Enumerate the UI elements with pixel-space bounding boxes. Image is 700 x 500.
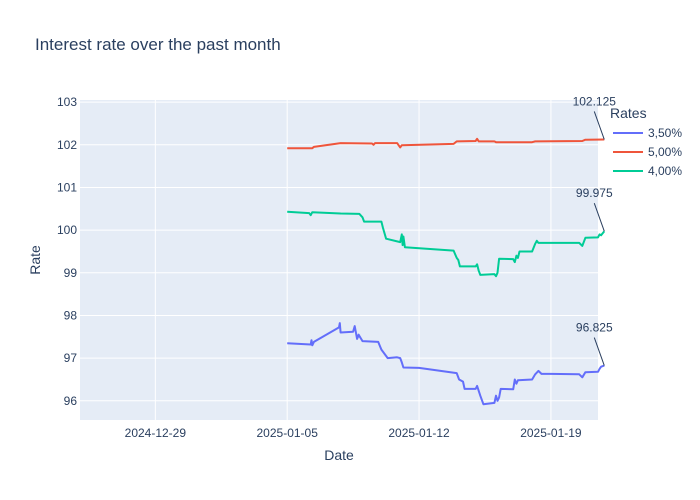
annotations: 102.125 99.975 96.825: [573, 94, 617, 366]
y-tick-label: 103: [57, 95, 77, 109]
grid-lines: [80, 100, 598, 420]
legend-item-400[interactable]: 4,00%: [613, 164, 682, 178]
legend-label: 3,50%: [648, 126, 682, 140]
x-tick-label: 2025-01-19: [520, 426, 582, 440]
x-tick-label: 2025-01-12: [388, 426, 450, 440]
y-tick-label: 102: [57, 138, 77, 152]
x-tick-label: 2025-01-05: [257, 426, 319, 440]
series-line-500[interactable]: [287, 137, 605, 150]
y-tick-label: 101: [57, 180, 77, 194]
series-line-350[interactable]: [287, 322, 605, 406]
y-tick-label: 99: [64, 266, 78, 280]
chart-title: Interest rate over the past month: [35, 35, 281, 54]
annotation-arrow: [593, 337, 605, 366]
y-tick-label: 96: [64, 394, 78, 408]
x-axis-title: Date: [324, 447, 354, 463]
y-tick-label: 98: [64, 308, 78, 322]
annotation-arrow: [593, 111, 605, 140]
legend-title: Rates: [610, 105, 647, 121]
legend-label: 5,00%: [648, 145, 682, 159]
plot-area: [80, 100, 598, 420]
series-line-400[interactable]: [287, 210, 606, 278]
legend-item-500[interactable]: 5,00%: [613, 145, 682, 159]
y-axis-ticks: 96 97 98 99 100 101 102 103: [57, 95, 77, 408]
legend[interactable]: Rates 3,50% 5,00% 4,00%: [610, 105, 682, 178]
annotation-arrow: [593, 203, 605, 232]
annotation-label: 99.975: [576, 186, 613, 200]
y-axis-title: Rate: [27, 245, 43, 275]
legend-label: 4,00%: [648, 164, 682, 178]
y-tick-label: 97: [64, 351, 78, 365]
x-tick-label: 2024-12-29: [125, 426, 187, 440]
legend-items[interactable]: 3,50% 5,00% 4,00%: [613, 126, 682, 178]
legend-item-350[interactable]: 3,50%: [613, 126, 682, 140]
annotation-label: 102.125: [573, 94, 617, 108]
x-axis-ticks: 2024-12-29 2025-01-05 2025-01-12 2025-01-19: [125, 426, 582, 440]
y-tick-label: 100: [57, 223, 77, 237]
series-lines: [287, 137, 606, 406]
annotation-label: 96.825: [576, 321, 613, 335]
